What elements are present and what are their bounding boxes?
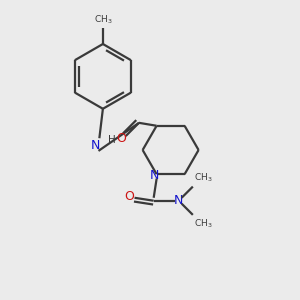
Text: O: O xyxy=(124,190,134,203)
Text: N: N xyxy=(91,139,100,152)
Text: CH$_3$: CH$_3$ xyxy=(194,217,213,230)
Text: CH$_3$: CH$_3$ xyxy=(94,14,112,26)
Text: N: N xyxy=(150,169,159,182)
Text: CH$_3$: CH$_3$ xyxy=(194,172,213,184)
Text: H: H xyxy=(108,135,116,145)
Text: O: O xyxy=(116,132,126,145)
Text: N: N xyxy=(174,194,183,207)
